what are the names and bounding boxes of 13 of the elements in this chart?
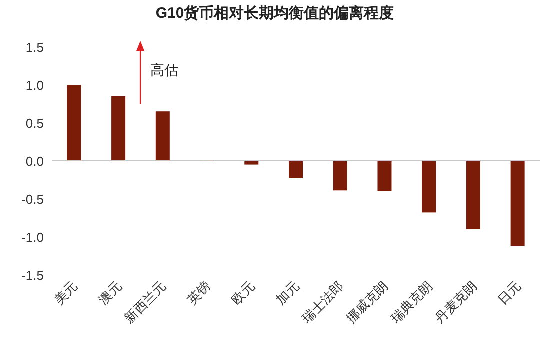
x-tick-label: 日元 [494, 278, 524, 308]
y-tick-label: 0.0 [26, 154, 44, 169]
x-tick-label: 欧元 [228, 278, 258, 308]
x-tick-label: 美元 [51, 278, 80, 308]
y-tick-label: 1.0 [26, 78, 44, 93]
x-tick-label: 英镑 [184, 278, 214, 308]
y-tick-label: -1.0 [22, 230, 44, 245]
y-tick-label: -0.5 [22, 192, 44, 207]
y-tick-label: -1.5 [22, 268, 44, 283]
y-tick-label: 1.5 [26, 40, 44, 55]
y-tick-label: 0.5 [26, 116, 44, 131]
annotation: 高估 [150, 62, 179, 78]
chart-title: G10货币相对长期均衡值的偏离程度 [156, 4, 394, 22]
